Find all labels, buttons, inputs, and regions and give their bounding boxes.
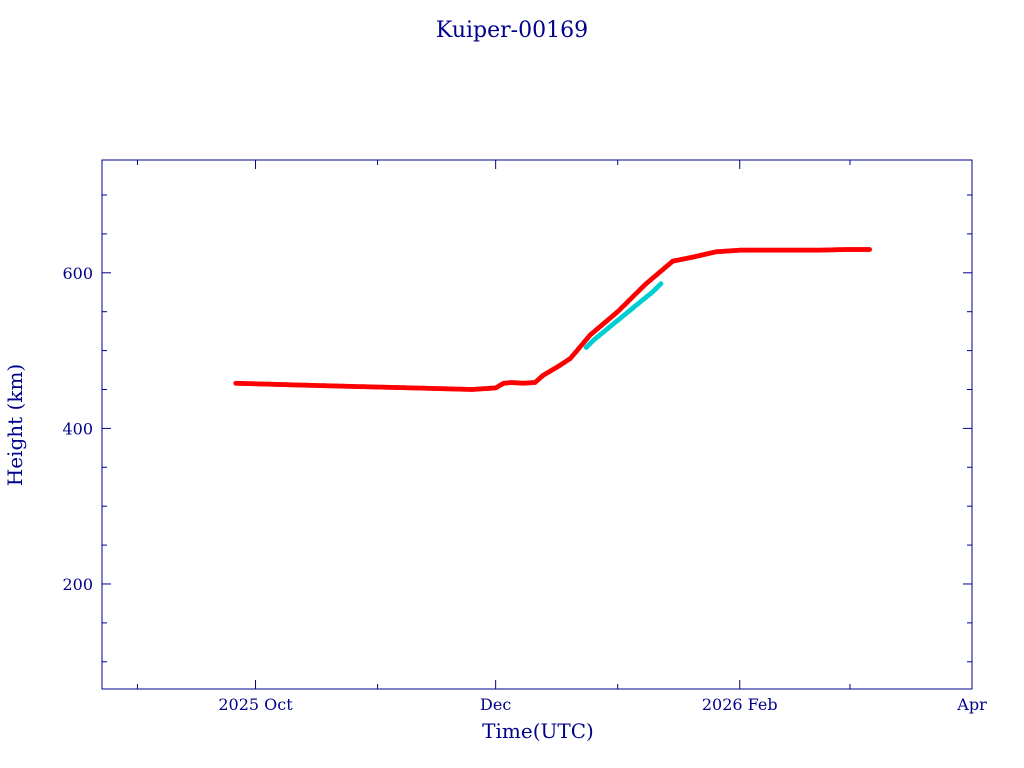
y-tick-label: 600 [62,264,93,283]
x-axis-label: Time(UTC) [482,719,594,743]
data-series [233,247,872,392]
data-point [867,247,872,252]
x-tick-label: 2026 Feb [702,695,778,714]
data-series [583,281,664,350]
y-tick-label: 400 [62,419,93,438]
y-axis-label: Height (km) [3,364,27,486]
x-tick-label: Apr [956,695,987,714]
chart-title: Kuiper-00169 [436,18,588,43]
axes: 2025 Oct Dec 2026 Feb Apr 200 400 600 [62,159,987,714]
y-tick-label: 200 [62,575,93,594]
plot-frame [101,159,973,690]
data-point [658,281,664,287]
x-tick-label: Dec [480,695,511,714]
x-tick-label: 2025 Oct [218,695,293,714]
data-marks [233,247,872,392]
